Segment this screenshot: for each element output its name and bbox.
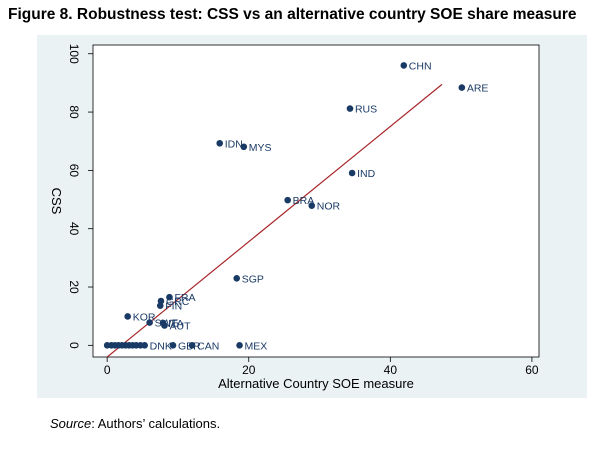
point-label: ARE: [467, 83, 489, 95]
point-label: MEX: [245, 340, 268, 352]
point-label: IND: [357, 168, 376, 180]
source-label: Source: [50, 416, 92, 431]
fit-line: [106, 83, 443, 358]
data-point: [240, 143, 248, 151]
y-tick-label: 40: [67, 222, 81, 236]
y-axis-title: CSS: [49, 188, 64, 215]
fit-line-layer: [106, 83, 443, 358]
point-label: FRA: [174, 292, 195, 304]
data-point: [458, 84, 466, 91]
data-point: [348, 169, 356, 177]
plot-area: [92, 44, 540, 358]
data-point: [216, 139, 224, 147]
data-point: [236, 342, 243, 349]
x-tick-label: 20: [242, 363, 256, 377]
point-label: RUS: [355, 104, 377, 116]
x-axis-title: Alternative Country SOE measure: [218, 376, 414, 391]
y-tick-label: 0: [67, 342, 81, 349]
data-point: [308, 202, 316, 209]
data-point: [284, 196, 291, 204]
data-point: [166, 293, 173, 301]
point-label: GRC: [166, 296, 190, 308]
data-point: [188, 342, 196, 349]
y-tick-label: 60: [67, 164, 81, 178]
data-point: [161, 322, 168, 329]
x-tick-label: 0: [104, 363, 111, 377]
figure-title: Figure 8. Robustness test: CSS vs an alt…: [8, 6, 577, 23]
data-point: [400, 62, 408, 69]
x-tick-label: 60: [525, 363, 539, 377]
data-point: [124, 313, 131, 320]
point-label: AUT: [170, 321, 192, 333]
source-note: Source: Authors’ calculations.: [50, 416, 220, 431]
x-tick-label: 40: [384, 363, 398, 377]
point-label: SGP: [242, 273, 264, 285]
data-point: [156, 302, 164, 309]
point-label: CAN: [197, 340, 219, 352]
point-label: DNK: [150, 340, 172, 352]
point-label: MYS: [249, 142, 272, 154]
data-point: [233, 274, 241, 282]
point-label: CHN: [409, 60, 432, 72]
point-label: NOR: [317, 201, 341, 213]
y-tick-label: 20: [67, 280, 81, 294]
data-point: [346, 105, 354, 112]
data-point: [146, 319, 153, 326]
data-point: [137, 342, 144, 349]
axes-layer: 0 20 40 60 0 20 40 60 80 100: [67, 44, 539, 377]
y-tick-label: 100: [67, 44, 81, 64]
point-label: IDN: [225, 138, 243, 150]
point-label: ITA: [168, 318, 184, 330]
point-label: FIN: [165, 301, 182, 313]
y-tick-label: 80: [67, 105, 81, 119]
source-text: : Authors’ calculations.: [91, 416, 221, 431]
points-layer: CHNARERUSIDNMYSINDBRANORSGPFRAGRCFINKORS…: [103, 60, 489, 352]
data-point: [169, 342, 177, 349]
